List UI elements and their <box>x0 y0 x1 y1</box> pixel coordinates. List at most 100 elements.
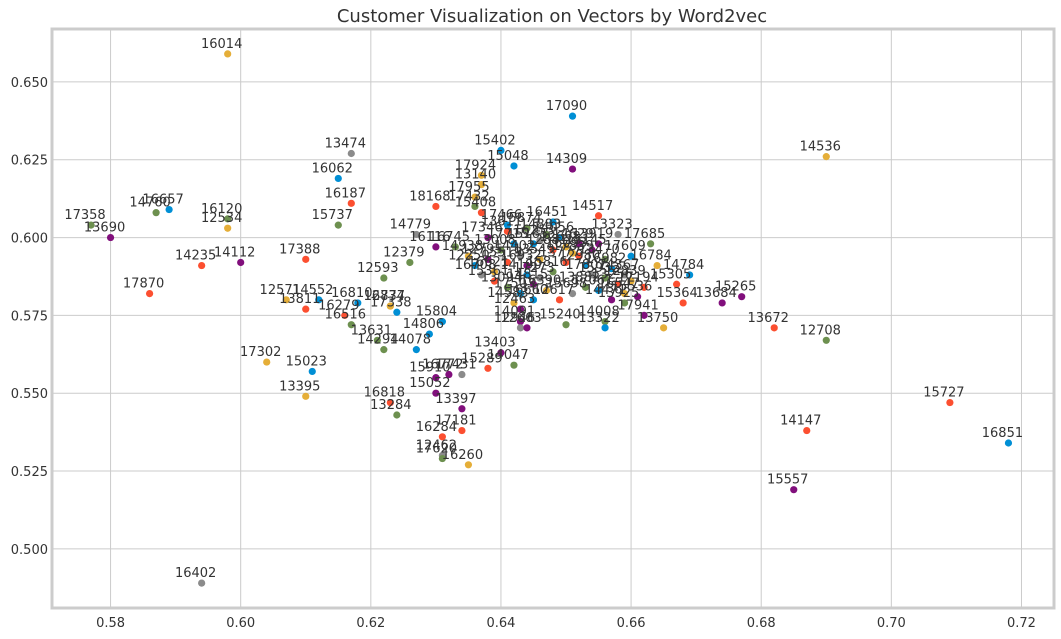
data-point <box>601 324 609 332</box>
data-point <box>282 296 290 304</box>
data-point <box>165 205 173 214</box>
data-point <box>477 171 486 179</box>
point-label: 15052 <box>409 376 450 391</box>
data-point <box>529 296 538 304</box>
data-point <box>464 252 473 260</box>
data-point <box>412 230 420 239</box>
point-label: 17870 <box>123 277 164 292</box>
point-label: 15364 <box>656 286 697 301</box>
data-point <box>510 240 518 248</box>
data-point <box>568 165 577 173</box>
point-label: 16279 <box>318 298 359 313</box>
data-point <box>640 283 648 291</box>
data-point <box>347 321 355 329</box>
point-label: 18168 <box>409 189 450 204</box>
grid-layer <box>52 29 1054 608</box>
data-point <box>516 305 525 313</box>
point-label: 16402 <box>175 566 216 581</box>
y-tick-label: 0.625 <box>11 154 48 169</box>
point-label: 14629 <box>552 227 593 242</box>
point-label: 15737 <box>312 208 353 223</box>
data-point <box>588 246 596 254</box>
point-label: 17839 <box>552 239 593 254</box>
x-tick-label: 0.70 <box>877 616 906 631</box>
point-label: 15727 <box>923 386 964 401</box>
point-label: 16810 <box>331 286 372 301</box>
data-point <box>536 237 544 245</box>
point-label: 14235 <box>175 249 216 264</box>
data-point <box>633 293 642 301</box>
data-point <box>302 255 310 263</box>
x-tick-label: 0.68 <box>747 616 776 631</box>
point-label: 15816 <box>526 255 567 270</box>
point-label: 14815 <box>507 267 548 282</box>
point-label: 16708 <box>455 258 496 273</box>
point-label: 15557 <box>767 473 808 488</box>
data-point <box>490 268 499 276</box>
data-point <box>432 389 440 397</box>
point-label: 12617 <box>533 283 574 298</box>
point-label: 12534 <box>201 211 242 226</box>
point-label: 13094 <box>481 270 522 285</box>
data-point <box>477 271 486 279</box>
data-point <box>224 215 232 223</box>
data-point <box>946 398 954 407</box>
point-label: 15305 <box>650 267 691 282</box>
point-label: 16116 <box>409 230 450 245</box>
point-label: 17503 <box>494 277 535 292</box>
data-point <box>503 258 512 267</box>
point-label: 15874 <box>500 211 541 226</box>
data-point <box>341 311 349 319</box>
data-point <box>516 252 525 260</box>
data-point <box>588 271 596 279</box>
point-label: 15804 <box>416 305 457 320</box>
data-point <box>145 289 154 298</box>
point-label: 12708 <box>800 323 841 338</box>
point-label: 13925 <box>598 286 639 301</box>
point-label: 14779 <box>390 217 431 232</box>
data-point <box>503 283 512 291</box>
point-label: 14471 <box>585 283 626 298</box>
data-point <box>471 261 479 270</box>
point-label: 12698 <box>539 230 580 245</box>
data-point <box>575 240 583 248</box>
data-point <box>510 299 518 307</box>
data-point <box>464 461 473 469</box>
point-label: 13397 <box>435 392 476 407</box>
point-label: 12946 <box>494 311 535 326</box>
data-point <box>373 336 381 344</box>
point-label: 16284 <box>416 420 457 435</box>
point-label: 16851 <box>982 426 1023 441</box>
point-label: 17061 <box>572 273 613 288</box>
data-point <box>536 274 544 282</box>
data-point <box>380 346 388 354</box>
data-point <box>425 330 433 338</box>
data-point <box>738 293 746 301</box>
point-label: 14806 <box>403 317 444 332</box>
point-label: 12462 <box>416 438 457 453</box>
point-label: 16745 <box>429 230 470 245</box>
point-label: 17807 <box>565 258 606 273</box>
point-label: 15932 <box>578 261 619 276</box>
point-label: 13882 <box>559 270 600 285</box>
point-label: 17924 <box>455 158 496 173</box>
point-label: 17338 <box>370 295 411 310</box>
point-label: 14078 <box>390 333 431 348</box>
point-label: 13672 <box>748 311 789 326</box>
point-label: 14583 <box>487 286 528 301</box>
data-point <box>510 361 518 369</box>
data-point <box>477 209 486 217</box>
data-point <box>568 289 577 298</box>
x-tick-label: 0.66 <box>617 616 646 631</box>
data-point <box>315 296 323 304</box>
data-point <box>302 392 310 400</box>
point-label: 12881 <box>526 233 567 248</box>
data-point <box>471 193 479 201</box>
point-label: 12379 <box>383 245 424 260</box>
y-tick-label: 0.575 <box>11 309 48 324</box>
data-point <box>718 299 726 307</box>
point-label: 17388 <box>279 242 320 257</box>
data-point <box>529 240 538 248</box>
point-label: 13631 <box>351 323 392 338</box>
data-point <box>503 221 512 229</box>
